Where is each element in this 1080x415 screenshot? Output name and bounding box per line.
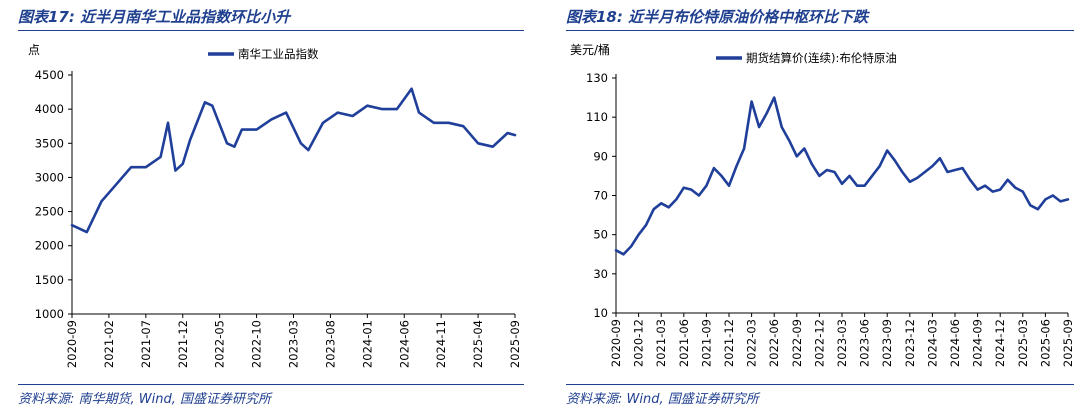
y-tick-label: 10	[593, 306, 608, 320]
title-divider	[18, 30, 524, 31]
title-divider	[566, 30, 1074, 31]
x-tick-label: 2023-12	[903, 319, 917, 367]
y-tick-label: 3000	[35, 170, 64, 184]
y-tick-label: 50	[593, 228, 608, 242]
source-note: 资料来源: 南华期货, Wind, 国盛证券研究所	[18, 392, 271, 407]
x-tick-label: 2023-08	[323, 320, 337, 368]
x-tick-label: 2024-12	[993, 319, 1007, 367]
series-line	[70, 87, 517, 234]
x-tick-label: 2022-05	[213, 320, 227, 368]
y-tick-label: 30	[593, 267, 608, 281]
y-tick-label: 130	[586, 71, 608, 85]
legend-label: 南华工业品指数	[238, 47, 319, 61]
x-tick-label: 2021-03	[654, 319, 668, 367]
source-divider	[566, 384, 1074, 385]
series-line	[614, 96, 1070, 256]
y-tick-label: 3500	[35, 136, 64, 150]
x-tick-label: 2024-03	[925, 319, 939, 367]
x-tick-label: 2025-09	[508, 320, 522, 368]
y-tick-label: 110	[586, 110, 608, 124]
legend-label: 期货结算价(连续):布伦特原油	[746, 51, 897, 65]
x-tick-label: 2021-09	[699, 319, 713, 367]
x-tick-label: 2021-06	[677, 319, 691, 367]
x-tick-label: 2021-12	[176, 320, 190, 368]
x-tick-label: 2022-06	[767, 319, 781, 367]
source-divider	[18, 384, 524, 385]
unit-label: 美元/桶	[570, 42, 610, 57]
x-tick-label: 2021-02	[102, 320, 116, 368]
x-tick-label: 2022-03	[745, 319, 759, 367]
unit-label: 点	[28, 43, 40, 57]
x-tick-label: 2023-06	[858, 319, 872, 367]
figure-title: 图表18: 近半月布伦特原油价格中枢环比下跌	[566, 8, 869, 26]
x-tick-label: 2020-09	[609, 319, 623, 367]
x-tick-label: 2025-09	[1061, 319, 1075, 367]
x-tick-label: 2022-09	[790, 319, 804, 367]
x-tick-label: 2024-11	[434, 320, 448, 368]
figure-title: 图表17: 近半月南华工业品指数环比小升	[18, 8, 291, 26]
x-tick-label: 2025-04	[471, 320, 485, 368]
x-tick-label: 2020-09	[65, 320, 79, 368]
figure-18: 图表18: 近半月布伦特原油价格中枢环比下跌 美元/桶期货结算价(连续):布伦特…	[548, 0, 1080, 415]
x-tick-label: 2024-09	[971, 319, 985, 367]
x-tick-label: 2024-06	[948, 319, 962, 367]
x-tick-label: 2025-06	[1038, 319, 1052, 367]
x-tick-label: 2020-12	[632, 319, 646, 367]
y-tick-label: 2500	[35, 205, 64, 219]
y-tick-label: 90	[593, 149, 608, 163]
x-tick-label: 2024-01	[360, 320, 374, 368]
x-tick-label: 2025-03	[1016, 319, 1030, 367]
nanhua-index-chart: 点 南华工业品指数 1000 1500 2000 2500 3000 3500 4000 4500…	[28, 43, 522, 368]
y-tick-label: 4500	[35, 68, 64, 82]
figure-17: 图表17: 近半月南华工业品指数环比小升 点 南华工业品指数 1000 1500 200…	[0, 0, 530, 415]
y-tick-label: 1000	[35, 307, 64, 321]
x-tick-label: 2021-07	[139, 320, 153, 368]
y-tick-label: 70	[593, 189, 608, 203]
source-note: 资料来源: Wind, 国盛证券研究所	[566, 392, 759, 407]
x-tick-label: 2022-10	[250, 320, 264, 368]
y-tick-label: 2000	[35, 239, 64, 253]
x-tick-label: 2024-06	[397, 320, 411, 368]
y-tick-label: 4000	[35, 102, 64, 116]
y-tick-label: 1500	[35, 273, 64, 287]
x-tick-label: 2022-12	[812, 319, 826, 367]
x-tick-label: 2023-03	[287, 320, 301, 368]
x-tick-label: 2023-03	[835, 319, 849, 367]
x-tick-label: 2023-09	[880, 319, 894, 367]
x-tick-label: 2021-12	[722, 319, 736, 367]
